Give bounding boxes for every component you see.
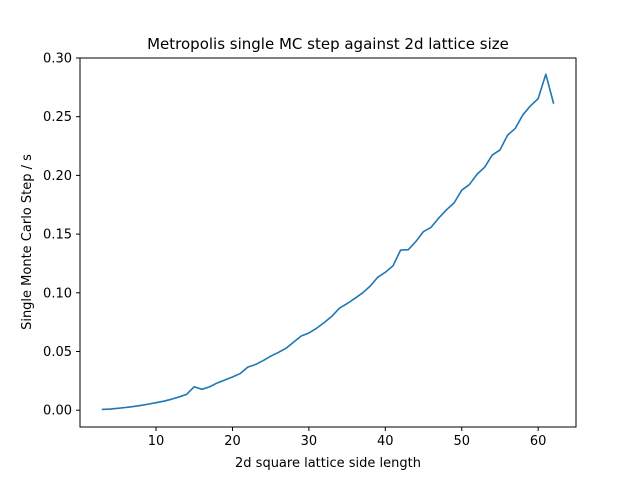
y-tick-label: 0.20 <box>43 169 72 184</box>
x-tick-label: 30 <box>301 434 318 449</box>
plot-area <box>79 57 577 428</box>
y-tick-label: 0.25 <box>43 110 72 125</box>
y-tick-label: 0.05 <box>43 345 72 360</box>
y-tick-label: 0.10 <box>43 286 72 301</box>
x-tick-label: 40 <box>377 434 394 449</box>
y-tick-label: 0.15 <box>43 228 72 243</box>
x-axis-label: 2d square lattice side length <box>235 456 421 471</box>
y-tick-label: 0.30 <box>43 52 72 67</box>
x-tick-label: 50 <box>453 434 470 449</box>
series-line <box>101 73 555 411</box>
x-tick-label: 60 <box>530 434 547 449</box>
chart-title: Metropolis single MC step against 2d lat… <box>147 35 509 53</box>
x-tick-label: 20 <box>224 434 241 449</box>
y-axis-ticks: 0.00 0.05 0.10 0.15 0.20 0.25 0.30 <box>43 52 80 419</box>
y-tick-label: 0.00 <box>43 404 72 419</box>
y-axis-label: Single Monte Carlo Step / s <box>20 154 35 330</box>
x-tick-label: 10 <box>148 434 165 449</box>
x-axis-ticks: 10 20 30 40 50 60 <box>148 427 547 449</box>
axes-frame <box>79 57 577 428</box>
